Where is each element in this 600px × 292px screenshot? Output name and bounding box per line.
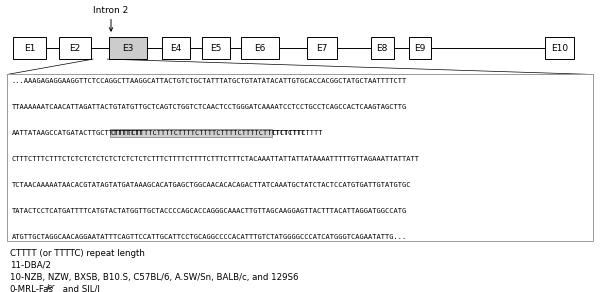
Text: E9: E9 xyxy=(415,44,425,53)
Text: E3: E3 xyxy=(122,44,134,53)
Text: ATGTTGCTAGGCAACAGGAATATTTCAGTTCCATTGCATTCCTGCAGGCCCCACATTTGTCTATGGGGCCCATCATGGGT: ATGTTGCTAGGCAACAGGAATATTTCAGTTCCATTGCATT… xyxy=(11,234,407,240)
Bar xyxy=(162,37,190,59)
Bar xyxy=(110,129,272,137)
Text: 10-NZB, NZW, BXSB, B10.S, C57BL/6, A.SW/Sn, BALB/c, and 129S6: 10-NZB, NZW, BXSB, B10.S, C57BL/6, A.SW/… xyxy=(10,273,298,282)
Text: AATTATAAGCCATGATACTTGCTTTTTTTTT: AATTATAAGCCATGATACTTGCTTTTTTTTT xyxy=(11,130,143,136)
Text: CTTTCTTTCTTTCTCTCTCTCTCTCTCTCTCTCTTTCTTTTCTTTTCTTTCTTTCTACAAATTATTATTATAAAATTTTT: CTTTCTTTCTTTCTCTCTCTCTCTCTCTCTCTCTTTCTTT… xyxy=(11,156,419,162)
Bar xyxy=(409,37,431,59)
Text: and SJL/J: and SJL/J xyxy=(60,286,100,292)
Bar xyxy=(371,37,394,59)
Text: E5: E5 xyxy=(210,44,221,53)
Bar xyxy=(545,37,574,59)
Text: TCTAACAAAAATAACACGTATAGTATGATAAAGCACATGAGCTGGCAACACACAGACTTATCAAATGCTATCTACTCCAT: TCTAACAAAAATAACACGTATAGTATGATAAAGCACATGA… xyxy=(11,182,411,188)
Text: CTTTCTTT: CTTTCTTT xyxy=(271,130,305,136)
Text: E4: E4 xyxy=(170,44,182,53)
Bar xyxy=(202,37,230,59)
Text: ...AAAGAGAGGAAGGTTCTCCAGGCTTAAGGCATTACTGTCTGCTATTTATGCTGTATATACATTGTGCACCACGGCTA: ...AAAGAGAGGAAGGTTCTCCAGGCTTAAGGCATTACTG… xyxy=(11,78,407,84)
Text: E6: E6 xyxy=(254,44,266,53)
Text: E1: E1 xyxy=(24,44,35,53)
Text: lpr: lpr xyxy=(47,284,55,290)
Text: TTAAAAAATCAACATTAGATTACTGTATGTTGCTCAGTCTGGTCTCAACTCCTGGGATCAAAATCCTCCTGCCTCAGCCA: TTAAAAAATCAACATTAGATTACTGTATGTTGCTCAGTCT… xyxy=(11,104,407,110)
Bar xyxy=(109,37,147,59)
Text: E2: E2 xyxy=(70,44,80,53)
Text: CTTTTCTTTTCTTTTCTTTTCTTTTCTTTTCTTTTCTTTTCTTTTCTTTT: CTTTTCTTTTCTTTTCTTTTCTTTTCTTTTCTTTTCTTTT… xyxy=(111,130,323,136)
Text: E8: E8 xyxy=(377,44,388,53)
Text: Intron 2: Intron 2 xyxy=(94,6,128,15)
Text: TATACTCCTCATGATTTTCATGTACTATGGTTGCTACCCCAGCACCAGGGCAAACTTGTTAGCAAGGAGTTACTTTACAT: TATACTCCTCATGATTTTCATGTACTATGGTTGCTACCCC… xyxy=(11,208,407,214)
Bar xyxy=(7,74,593,241)
Text: 0-MRL-Fas: 0-MRL-Fas xyxy=(10,286,53,292)
Text: 11-DBA/2: 11-DBA/2 xyxy=(10,261,50,270)
Bar xyxy=(59,37,91,59)
Bar xyxy=(241,37,279,59)
Bar xyxy=(307,37,337,59)
Text: CTTTT (or TTTTC) repeat length: CTTTT (or TTTTC) repeat length xyxy=(10,249,145,258)
Text: E10: E10 xyxy=(551,44,568,53)
Text: E7: E7 xyxy=(316,44,327,53)
Bar xyxy=(13,37,46,59)
